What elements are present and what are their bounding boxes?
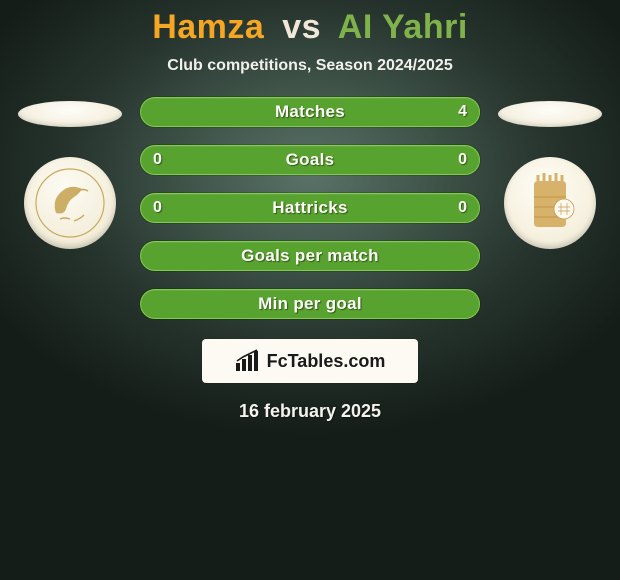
stat-right-value: 0 [458,199,467,217]
brand-text: FcTables.com [267,351,386,372]
stat-right-value: 0 [458,151,467,169]
stat-label: Goals per match [241,246,379,266]
stat-row-goals-per-match: Goals per match [140,241,480,271]
vs-text: vs [282,8,321,46]
stat-left-value: 0 [153,151,162,169]
player2-name: AI Yahri [338,8,468,46]
page-title: Hamza vs AI Yahri [0,8,620,47]
stat-right-value: 4 [458,103,467,121]
player1-name: Hamza [152,8,264,46]
stat-row-hattricks: 0 Hattricks 0 [140,193,480,223]
card-content: Hamza vs AI Yahri Club competitions, Sea… [0,0,620,422]
player2-club-badge [504,157,596,249]
stat-label: Min per goal [258,294,362,314]
stat-label: Hattricks [272,198,347,218]
club-crest-icon [504,157,596,249]
comparison-layout: Matches 4 0 Goals 0 0 Hattricks 0 Goals … [0,97,620,319]
player1-club-badge [24,157,116,249]
right-side [498,97,602,249]
date-text: 16 february 2025 [0,401,620,422]
stat-rows: Matches 4 0 Goals 0 0 Hattricks 0 Goals … [140,97,480,319]
player2-avatar-placeholder [498,101,602,127]
stat-label: Goals [286,150,335,170]
subtitle: Club competitions, Season 2024/2025 [0,57,620,75]
stat-label: Matches [275,102,345,122]
stat-left-value: 0 [153,199,162,217]
stat-row-min-per-goal: Min per goal [140,289,480,319]
bar-chart-icon [235,349,261,373]
player1-avatar-placeholder [18,101,122,127]
stat-row-matches: Matches 4 [140,97,480,127]
brand-attribution: FcTables.com [202,339,418,383]
left-side [18,97,122,249]
club-crest-icon [24,157,116,249]
stat-row-goals: 0 Goals 0 [140,145,480,175]
